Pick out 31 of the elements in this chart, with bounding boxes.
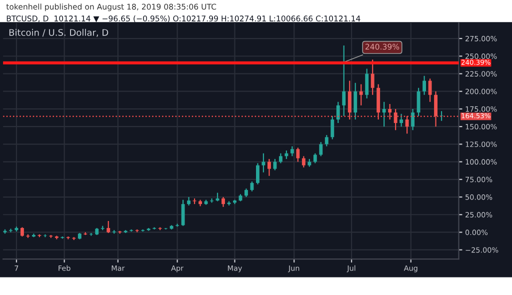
- candlestick: [336, 101, 340, 124]
- candlestick: [370, 59, 374, 96]
- text: Bitcoin / U.S. Dollar, D: [9, 28, 108, 37]
- candlestick: [222, 196, 225, 208]
- candlestick: [262, 152, 266, 173]
- candlestick: [382, 101, 386, 128]
- candlestick: [428, 78, 432, 102]
- candlestick: [256, 162, 260, 185]
- candlestick: [324, 134, 328, 147]
- candlestick: [181, 199, 185, 226]
- candlestick: [302, 156, 306, 168]
- candlestick: [267, 158, 271, 176]
- candlestick: [106, 220, 110, 234]
- candlestick: [416, 87, 420, 117]
- candlestick: [313, 152, 317, 164]
- candlestick: [411, 108, 415, 131]
- candlestick: [319, 142, 323, 157]
- candlestick: [9, 228, 12, 233]
- candlestick: [290, 146, 294, 157]
- candlestick: [20, 226, 24, 238]
- candlestick: [250, 180, 254, 192]
- candlestick: [400, 113, 404, 128]
- candlestick: [354, 82, 358, 120]
- candlestick: [273, 158, 277, 171]
- candlestick: [422, 75, 426, 96]
- candlestick: [342, 45, 346, 117]
- candlestick: [296, 147, 300, 162]
- candlestick: [330, 115, 334, 140]
- candlestick: [359, 84, 363, 106]
- candlestick: [365, 68, 369, 99]
- candlestick: [278, 152, 282, 164]
